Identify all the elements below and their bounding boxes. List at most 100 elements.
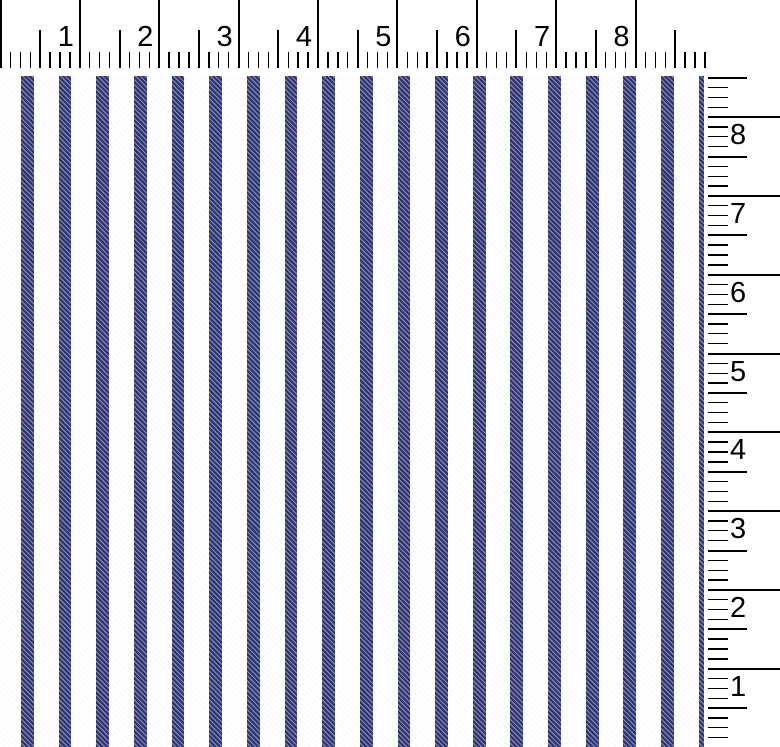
half-inch-tick	[708, 470, 747, 473]
eighth-inch-tick	[19, 52, 22, 68]
ruler-number: 1	[57, 21, 74, 53]
fabric-stripe	[661, 76, 674, 747]
eighth-inch-tick	[297, 52, 299, 68]
inch-tick	[237, 0, 240, 68]
half-inch-tick	[708, 707, 747, 710]
eighth-inch-tick	[708, 382, 728, 384]
eighth-inch-tick	[624, 52, 627, 68]
fabric-stripe	[472, 76, 486, 747]
fabric-stripe	[58, 76, 72, 747]
eighth-inch-tick	[708, 500, 728, 502]
eighth-inch-tick	[99, 52, 101, 68]
inch-tick	[708, 431, 780, 434]
eighth-inch-tick	[366, 52, 369, 68]
fabric-stripe	[209, 76, 223, 747]
fabric-stripe	[284, 76, 298, 747]
eighth-inch-tick	[644, 52, 647, 68]
eighth-inch-tick	[708, 480, 728, 483]
half-inch-tick	[39, 30, 42, 68]
half-inch-tick	[436, 30, 439, 68]
inch-tick	[708, 667, 780, 670]
eighth-inch-tick	[708, 727, 728, 729]
eighth-inch-tick	[708, 214, 728, 217]
eighth-inch-tick	[708, 86, 728, 89]
inch-tick	[708, 352, 780, 355]
eighth-inch-tick	[486, 52, 488, 68]
eighth-inch-tick	[708, 244, 728, 246]
fabric-stripe	[21, 76, 34, 747]
eighth-inch-tick	[708, 608, 728, 611]
ruler-number: 5	[375, 21, 392, 53]
eighth-inch-tick	[708, 687, 728, 690]
inch-tick	[475, 0, 478, 68]
eighth-inch-tick	[708, 677, 728, 680]
ruler-number: 7	[534, 21, 551, 53]
eighth-inch-tick	[708, 411, 728, 414]
eighth-inch-tick	[565, 52, 567, 68]
eighth-inch-tick	[376, 52, 379, 68]
eighth-inch-tick	[327, 52, 329, 68]
eighth-inch-tick	[708, 402, 728, 404]
eighth-inch-tick	[446, 52, 448, 68]
eighth-inch-tick	[575, 52, 577, 68]
fabric-stripe	[133, 76, 147, 747]
ticking-stripe-fabric	[0, 76, 704, 747]
eighth-inch-tick	[29, 52, 31, 68]
eighth-inch-tick	[708, 520, 728, 522]
eighth-inch-tick	[708, 697, 728, 699]
eighth-inch-tick	[267, 52, 270, 68]
inch-tick	[634, 0, 637, 68]
eighth-inch-tick	[708, 283, 728, 286]
half-inch-tick	[515, 30, 518, 68]
eighth-inch-tick	[614, 52, 617, 68]
eighth-inch-tick	[426, 52, 428, 68]
eighth-inch-tick	[307, 52, 309, 68]
eighth-inch-tick	[708, 530, 728, 532]
eighth-inch-tick	[708, 559, 728, 562]
eighth-inch-tick	[708, 333, 728, 335]
ruler-number: 2	[137, 21, 154, 53]
half-inch-tick	[708, 313, 747, 316]
eighth-inch-tick	[708, 362, 728, 365]
eighth-inch-tick	[386, 52, 389, 68]
eighth-inch-tick	[708, 490, 728, 493]
fabric-selvage-stripe	[698, 76, 704, 747]
eighth-inch-tick	[708, 342, 728, 345]
fabric-stripe	[623, 76, 637, 747]
eighth-inch-tick	[708, 451, 728, 453]
eighth-inch-tick	[708, 145, 728, 148]
inch-tick	[708, 588, 780, 591]
ruler-number: 6	[454, 21, 471, 53]
inch-tick	[555, 0, 558, 68]
eighth-inch-tick	[708, 175, 728, 177]
inch-tick	[158, 0, 161, 68]
eighth-inch-tick	[694, 52, 696, 68]
eighth-inch-tick	[708, 658, 728, 660]
ruler-number: 5	[730, 355, 747, 388]
eighth-inch-tick	[708, 736, 728, 739]
ruler-number: 1	[730, 670, 747, 703]
eighth-inch-tick	[525, 52, 528, 68]
eighth-inch-tick	[708, 599, 728, 601]
ruler-number: 8	[730, 119, 747, 152]
eighth-inch-tick	[708, 638, 728, 640]
eighth-inch-tick	[708, 254, 728, 256]
fabric-stripe	[171, 76, 185, 747]
eighth-inch-tick	[535, 52, 537, 68]
eighth-inch-tick	[708, 165, 728, 168]
eighth-inch-tick	[505, 52, 508, 68]
inch-tick	[708, 116, 780, 119]
eighth-inch-tick	[708, 441, 728, 443]
fabric-stripe	[510, 76, 524, 747]
ruler-number: 7	[730, 197, 747, 230]
eighth-inch-tick	[708, 421, 728, 424]
half-inch-tick	[708, 549, 747, 552]
eighth-inch-tick	[708, 264, 728, 266]
eighth-inch-tick	[208, 52, 210, 68]
fabric-stripe	[548, 76, 561, 747]
eighth-inch-tick	[287, 52, 289, 68]
eighth-inch-tick	[218, 52, 220, 68]
half-inch-tick	[708, 391, 747, 394]
eighth-inch-tick	[708, 293, 728, 296]
eighth-inch-tick	[416, 52, 418, 68]
